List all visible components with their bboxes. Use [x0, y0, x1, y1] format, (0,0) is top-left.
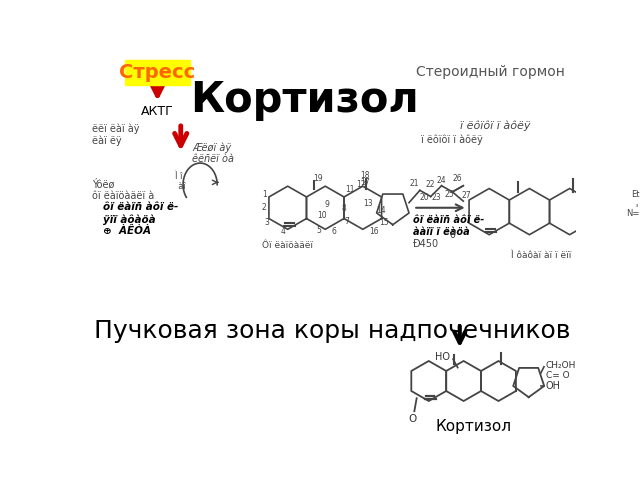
Text: 5: 5	[316, 226, 321, 235]
Text: N=O: N=O	[627, 208, 640, 217]
Text: 8: 8	[341, 204, 346, 213]
Text: Ì ôàôàï àï ï ëïï: Ì ôàôàï àï ï ëïï	[511, 251, 572, 260]
Text: 16: 16	[369, 227, 378, 236]
Text: 23: 23	[431, 192, 441, 202]
Text: 24: 24	[436, 176, 446, 185]
Text: O: O	[408, 414, 416, 424]
Text: 13: 13	[364, 199, 373, 208]
Text: ôï ëàïñ àôï ë-
ÿïï àôàöà
⊕  ÀÊÒÀ: ôï ëàïñ àôï ë- ÿïï àôàöà ⊕ ÀÊÒÀ	[103, 203, 179, 236]
Text: Ýôëø
ôï ëàïöàäëï à: Ýôëø ôï ëàïöàäëï à	[92, 179, 154, 201]
Text: 11: 11	[345, 185, 355, 194]
Text: 15: 15	[380, 218, 389, 228]
Text: 2: 2	[262, 203, 266, 212]
Text: Кортизол: Кортизол	[190, 79, 419, 121]
Text: ï ëôïôï ï àôëÿ: ï ëôïôï ï àôëÿ	[460, 121, 531, 131]
Text: 22: 22	[426, 180, 435, 189]
Text: Ôï ëàïöàäëï: Ôï ëàïöàäëï	[262, 241, 313, 250]
Text: 17: 17	[360, 179, 370, 188]
Text: 3: 3	[265, 218, 269, 228]
Text: 20: 20	[420, 193, 429, 203]
Text: ôï ëàïñ àôï ë-
ààïï ï ëàöà: ôï ëàïñ àôï ë- ààïï ï ëàöà	[413, 216, 484, 237]
Text: 18: 18	[360, 171, 370, 180]
Text: OH: OH	[545, 381, 561, 391]
Text: Ì î
  àî: Ì î àî	[173, 171, 186, 191]
Text: 4: 4	[281, 227, 286, 236]
Text: 27: 27	[461, 191, 471, 200]
Text: 1: 1	[262, 190, 268, 199]
Text: 14: 14	[376, 206, 386, 216]
Text: 9: 9	[325, 200, 330, 209]
Text: 12: 12	[356, 180, 365, 189]
Text: 26: 26	[452, 174, 462, 183]
Text: Et: Et	[631, 190, 640, 199]
FancyBboxPatch shape	[125, 60, 190, 84]
Text: 25: 25	[445, 190, 454, 199]
Text: 19: 19	[313, 174, 323, 183]
Text: Æëøï àÿ
êëñëï òà: Æëøï àÿ êëñëï òà	[193, 142, 234, 164]
Text: АКТГ: АКТГ	[141, 105, 174, 119]
Text: Кортизол: Кортизол	[436, 419, 512, 434]
Text: ₃: ₃	[631, 203, 639, 208]
Text: Ð450: Ð450	[413, 239, 440, 249]
Text: 7: 7	[344, 217, 349, 226]
Text: Пучковая зона коры надпочечников: Пучковая зона коры надпочечников	[94, 319, 570, 343]
Text: HO: HO	[435, 352, 450, 362]
Text: 21: 21	[410, 179, 419, 188]
Text: ï ëôïôï ï àôëÿ: ï ëôïôï ï àôëÿ	[421, 134, 483, 145]
Text: 6: 6	[332, 227, 337, 236]
Text: ëëï ëàï àÿ
ëàï ëÿ: ëëï ëàï àÿ ëàï ëÿ	[92, 123, 139, 146]
Text: 10: 10	[317, 211, 327, 220]
Text: Стресс: Стресс	[120, 63, 196, 82]
Text: θ: θ	[449, 230, 455, 240]
Text: CH₂OH
C= O: CH₂OH C= O	[545, 361, 576, 380]
Text: Стероидный гормон: Стероидный гормон	[416, 65, 565, 79]
